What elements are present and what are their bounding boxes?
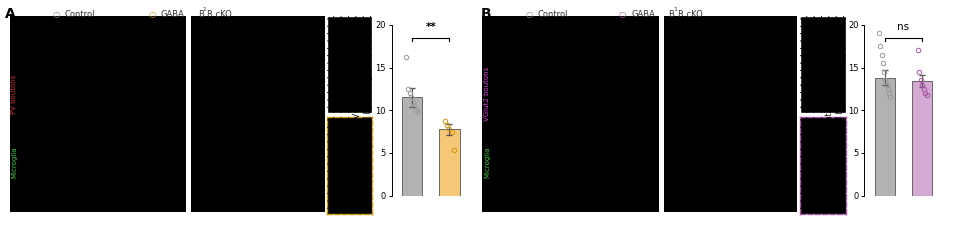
Text: A: A [5,7,15,21]
Text: B: B [480,7,491,21]
Text: ○: ○ [148,10,156,19]
Text: Microglia: Microglia [11,147,17,178]
Y-axis label: % of VGlut2+ boutons
contacted by microglia: % of VGlut2+ boutons contacted by microg… [825,66,845,154]
Text: Control: Control [538,10,568,19]
Bar [402,97,422,196]
Text: ○: ○ [619,10,626,19]
Text: ns: ns [898,22,909,32]
Text: R cKO: R cKO [678,10,703,19]
Text: VGlut2 boutons: VGlut2 boutons [484,67,490,121]
Text: **: ** [425,22,436,32]
Text: 1: 1 [673,7,677,12]
Bar [875,78,895,196]
Y-axis label: % of PV boutons
contacted by microglia: % of PV boutons contacted by microglia [352,66,372,154]
Text: GABA: GABA [160,10,184,19]
Text: B: B [668,10,674,19]
Text: ○: ○ [53,10,60,19]
Text: R cKO: R cKO [207,10,232,19]
Bar [439,129,459,196]
Text: Control: Control [65,10,96,19]
Text: PV boutons: PV boutons [11,74,17,114]
Text: Microglia: Microglia [484,147,490,178]
Bar [912,81,932,196]
Text: B: B [198,10,203,19]
Text: 1: 1 [202,7,206,12]
Text: GABA: GABA [631,10,655,19]
Text: ○: ○ [525,10,533,19]
